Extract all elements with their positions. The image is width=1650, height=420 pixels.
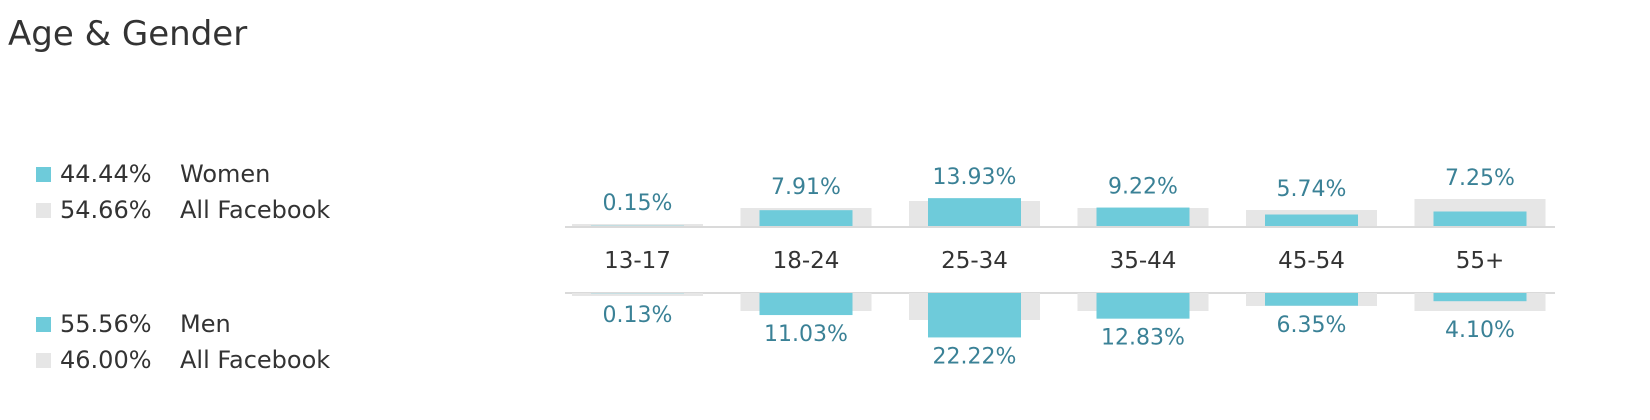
men-value-label: 11.03%	[764, 322, 848, 347]
all-facebook-swatch	[36, 353, 51, 368]
men-bar	[759, 293, 853, 316]
women-swatch	[36, 167, 51, 182]
women-value-label: 7.25%	[1445, 166, 1515, 191]
men-all-facebook-label: All Facebook	[180, 346, 331, 374]
women-value-label: 7.91%	[771, 175, 841, 200]
age-gender-chart: 0.15% 13-17 0.13% 7.91% 18-24 11.03% 13.93% 25-…	[565, 165, 1555, 369]
women-all-facebook-label: All Facebook	[180, 196, 331, 224]
men-bar	[928, 293, 1021, 338]
women-all-facebook-bar	[572, 224, 703, 226]
men-label: Men	[180, 310, 231, 338]
women-bar	[1433, 211, 1527, 226]
men-value-label: 12.83%	[1101, 326, 1185, 351]
age-category-label: 25-34	[941, 248, 1008, 274]
men-all-facebook-bar	[572, 293, 703, 296]
women-value-label: 9.22%	[1108, 175, 1178, 200]
men-value-label: 4.10%	[1445, 318, 1515, 343]
all-facebook-swatch	[36, 203, 51, 218]
chart-title: Age & Gender	[8, 14, 248, 54]
women-value-label: 0.15%	[603, 191, 673, 216]
women-value-label: 5.74%	[1277, 177, 1347, 202]
men-all-facebook-percent: 46.00%	[60, 346, 152, 374]
men-bar	[1096, 293, 1190, 319]
men-value-label: 6.35%	[1277, 313, 1347, 338]
age-category-label: 35-44	[1110, 248, 1177, 274]
age-category-label: 13-17	[604, 248, 671, 274]
women-value-label: 13.93%	[933, 165, 1017, 190]
age-category-label: 45-54	[1278, 248, 1345, 274]
women-bar	[1265, 214, 1358, 226]
men-value-label: 0.13%	[603, 303, 673, 328]
men-swatch	[36, 317, 51, 332]
men-bar	[1265, 293, 1358, 306]
women-percent: 44.44%	[60, 160, 152, 188]
men-percent: 55.56%	[60, 310, 152, 338]
women-label: Women	[180, 160, 271, 188]
women-bar	[759, 210, 853, 226]
age-category-label: 18-24	[773, 248, 840, 274]
women-bar	[928, 198, 1021, 226]
women-all-facebook-percent: 54.66%	[60, 196, 152, 224]
men-bar	[1433, 293, 1527, 302]
men-value-label: 22.22%	[933, 344, 1017, 369]
age-category-label: 55+	[1456, 248, 1505, 274]
women-bar	[1096, 207, 1190, 226]
